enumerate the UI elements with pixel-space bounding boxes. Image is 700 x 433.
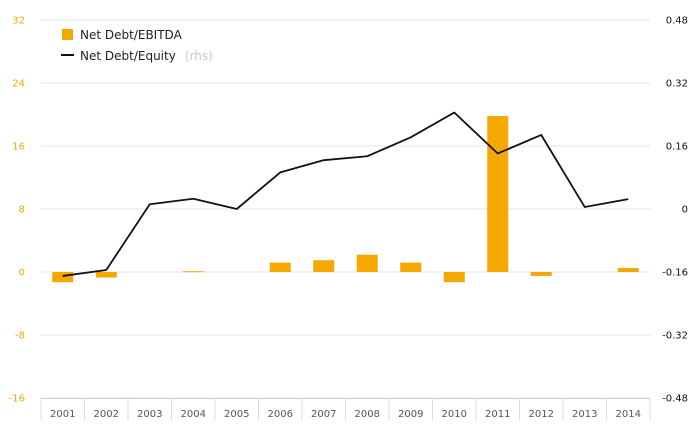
legend-bar-swatch <box>62 29 73 40</box>
bar <box>182 271 204 273</box>
x-tick-label: 2003 <box>137 409 162 420</box>
right-tick-label: 0.48 <box>666 16 688 27</box>
bar <box>443 272 465 283</box>
right-tick-label: 0.16 <box>666 142 688 153</box>
x-tick-label: 2007 <box>311 409 336 420</box>
legend-label: Net Debt/EBITDA <box>80 28 183 42</box>
x-tick-label: 2006 <box>268 409 293 420</box>
bar <box>52 272 74 283</box>
x-tick-label: 2013 <box>572 409 597 420</box>
bar <box>400 262 422 272</box>
right-tick-label: -0.32 <box>662 331 688 342</box>
right-tick-label: 0.32 <box>666 79 688 90</box>
bar-series <box>52 116 639 283</box>
left-tick-label: 24 <box>12 79 25 90</box>
bar <box>617 268 639 272</box>
right-tick-label: -0.48 <box>662 394 688 405</box>
x-tick-label: 2005 <box>224 409 249 420</box>
left-tick-label: 32 <box>12 16 25 27</box>
right-tick-label: -0.16 <box>662 268 688 279</box>
x-tick-label: 2011 <box>485 409 510 420</box>
x-tick-label: 2008 <box>355 409 380 420</box>
left-tick-label: 16 <box>12 142 25 153</box>
left-tick-label: 0 <box>19 268 25 279</box>
legend-label: Net Debt/Equity (rhs) <box>80 45 213 64</box>
bar <box>95 272 117 278</box>
legend-label-note: (rhs) <box>185 49 213 63</box>
x-tick-label: 2012 <box>529 409 554 420</box>
axes: 32 0.48 24 0.32 16 0.16 8 0 0 -0.16 -8 -0.32 -16 -0.4… <box>9 16 688 420</box>
bar <box>269 262 291 272</box>
legend: Net Debt/EBITDA Net Debt/Equity (rhs) <box>61 28 213 64</box>
x-tick-label: 2001 <box>50 409 75 420</box>
bar <box>356 254 378 272</box>
left-tick-label: -16 <box>9 394 25 405</box>
x-tick-label: 2002 <box>94 409 119 420</box>
bar <box>487 116 509 272</box>
series-line <box>62 111 629 277</box>
line-series <box>62 111 629 277</box>
left-tick-label: 8 <box>19 205 25 216</box>
x-tick-label: 2009 <box>398 409 423 420</box>
left-tick-label: -8 <box>15 331 25 342</box>
x-tick-label: 2004 <box>181 409 206 420</box>
x-tick-label: 2014 <box>616 409 641 420</box>
x-tick-label: 2010 <box>442 409 467 420</box>
legend-label-text: Net Debt/Equity <box>80 49 176 63</box>
bar <box>313 260 335 272</box>
gridlines <box>41 19 650 399</box>
right-tick-label: 0 <box>682 205 688 216</box>
bar <box>530 272 552 276</box>
